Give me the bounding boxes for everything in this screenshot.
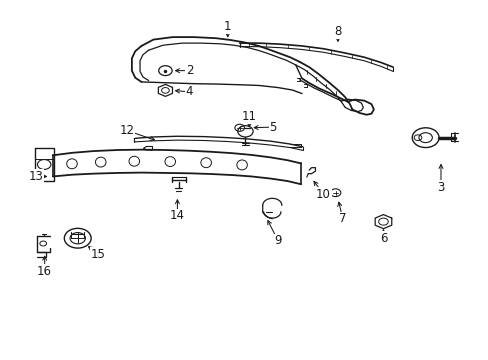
Text: 1: 1 — [224, 20, 231, 33]
Text: 4: 4 — [185, 85, 193, 98]
Text: 16: 16 — [37, 265, 52, 278]
Text: 9: 9 — [274, 234, 281, 247]
Text: 11: 11 — [241, 110, 256, 123]
Text: 12: 12 — [120, 124, 134, 137]
Text: 6: 6 — [379, 232, 386, 245]
Text: 14: 14 — [169, 210, 184, 222]
Text: 5: 5 — [269, 121, 276, 134]
Text: 3: 3 — [436, 181, 444, 194]
Text: 8: 8 — [334, 25, 341, 38]
Text: 10: 10 — [315, 188, 330, 201]
Text: 2: 2 — [185, 64, 193, 77]
Text: 15: 15 — [91, 248, 105, 261]
Text: 13: 13 — [28, 170, 43, 183]
Text: 7: 7 — [338, 212, 346, 225]
